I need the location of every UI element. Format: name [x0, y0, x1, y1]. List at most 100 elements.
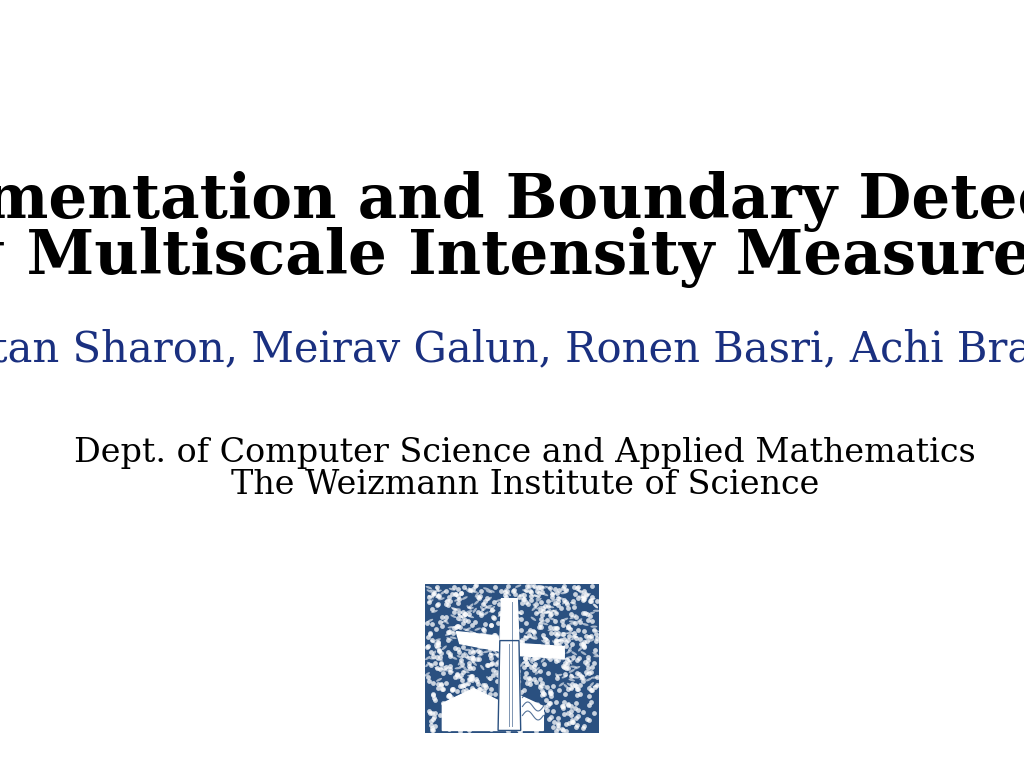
Point [584, 579, 600, 591]
Ellipse shape [441, 619, 447, 623]
Point [502, 719, 518, 731]
Point [419, 617, 435, 629]
Point [458, 706, 474, 718]
Ellipse shape [451, 607, 458, 611]
Point [530, 703, 547, 715]
Point [556, 696, 572, 708]
Point [582, 611, 598, 623]
Ellipse shape [454, 608, 461, 611]
Point [554, 647, 570, 659]
Ellipse shape [517, 611, 522, 615]
Ellipse shape [477, 647, 484, 649]
Point [512, 624, 528, 636]
Ellipse shape [441, 668, 447, 671]
Point [425, 650, 441, 662]
Point [440, 634, 457, 647]
Point [560, 683, 577, 695]
Point [498, 601, 514, 614]
Point [550, 654, 566, 666]
Ellipse shape [428, 595, 434, 598]
Point [555, 582, 571, 594]
Point [540, 638, 556, 650]
Ellipse shape [485, 607, 493, 609]
Ellipse shape [473, 607, 477, 613]
Point [450, 597, 466, 609]
Point [452, 716, 468, 728]
Point [432, 651, 449, 664]
Point [506, 700, 522, 713]
Point [585, 684, 601, 696]
Ellipse shape [562, 617, 568, 621]
Polygon shape [498, 641, 520, 730]
Ellipse shape [512, 661, 518, 664]
Point [445, 683, 462, 695]
Ellipse shape [592, 629, 599, 632]
Point [532, 673, 549, 685]
Ellipse shape [558, 654, 564, 658]
Point [427, 657, 443, 670]
Point [455, 610, 471, 622]
Point [558, 718, 574, 730]
Point [484, 664, 501, 676]
Point [451, 647, 467, 659]
Point [438, 584, 455, 597]
Point [435, 667, 452, 679]
Point [492, 703, 508, 716]
Point [465, 652, 481, 664]
Ellipse shape [578, 595, 585, 598]
Ellipse shape [541, 640, 547, 644]
Point [488, 696, 505, 708]
Ellipse shape [571, 635, 579, 638]
Point [483, 703, 500, 716]
Point [437, 677, 454, 689]
Point [466, 706, 482, 718]
Ellipse shape [518, 594, 525, 598]
Ellipse shape [593, 610, 600, 612]
Point [458, 684, 474, 697]
Point [577, 607, 593, 619]
Ellipse shape [439, 666, 445, 670]
Point [583, 684, 599, 697]
Point [424, 634, 440, 646]
Ellipse shape [430, 640, 436, 644]
Point [494, 677, 510, 690]
Point [547, 642, 563, 654]
Ellipse shape [566, 657, 571, 663]
Ellipse shape [458, 619, 465, 621]
Ellipse shape [482, 603, 487, 607]
Point [420, 670, 436, 683]
Point [575, 641, 592, 653]
Point [578, 589, 594, 601]
Point [518, 596, 535, 608]
Ellipse shape [436, 678, 442, 682]
Point [496, 624, 512, 636]
Point [465, 632, 481, 644]
Ellipse shape [493, 641, 500, 644]
Ellipse shape [507, 641, 513, 643]
Ellipse shape [581, 597, 588, 599]
Ellipse shape [529, 659, 534, 664]
Ellipse shape [551, 599, 557, 602]
Point [504, 666, 520, 678]
Point [469, 690, 485, 702]
Ellipse shape [568, 679, 575, 681]
Point [452, 630, 468, 642]
Point [438, 598, 455, 610]
Point [562, 700, 579, 712]
Ellipse shape [546, 608, 551, 613]
Point [430, 598, 446, 610]
Ellipse shape [515, 584, 521, 588]
Point [556, 661, 572, 674]
Point [568, 689, 585, 701]
Point [421, 591, 437, 603]
Point [461, 674, 477, 686]
Point [446, 712, 463, 724]
Point [446, 713, 463, 726]
Point [444, 705, 461, 717]
Point [498, 670, 514, 682]
Point [527, 640, 544, 652]
Point [548, 645, 564, 657]
Point [464, 646, 480, 658]
Point [453, 669, 469, 681]
Point [495, 597, 511, 609]
